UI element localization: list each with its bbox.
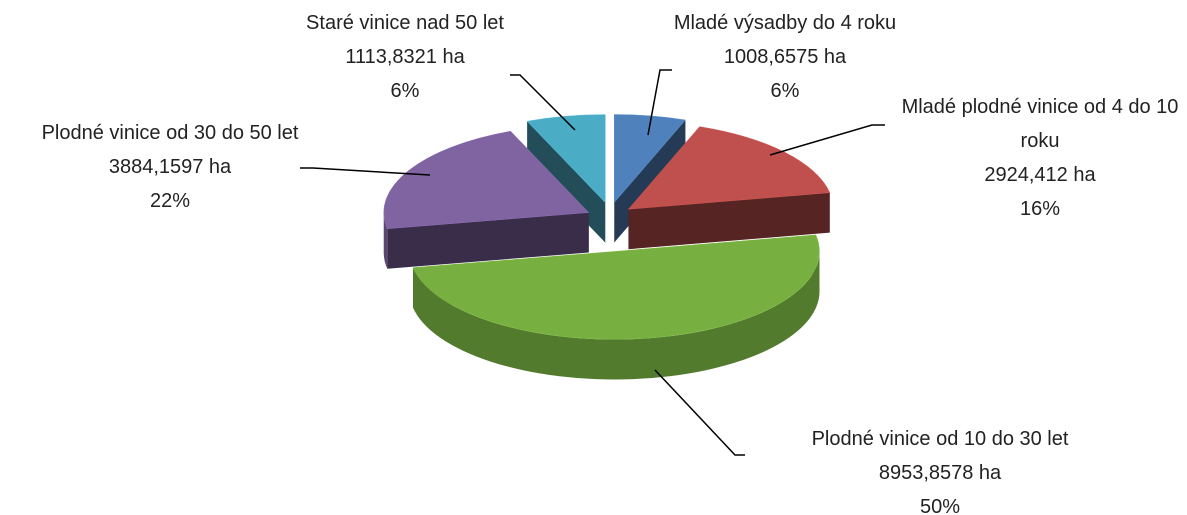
category-label: Plodné vinice od 30 do 50 let [41, 122, 299, 144]
leader-line [510, 74, 576, 131]
pie-slice [627, 126, 831, 210]
leader-line [654, 369, 745, 456]
data-label: Plodné vinice od 10 do 30 let 8953,8578 h… [760, 422, 1120, 515]
pie-cut-face [628, 192, 830, 250]
category-label: Staré vinice nad 50 let [306, 12, 504, 34]
percentage-label: 16% [1019, 198, 1061, 220]
percentage-label: 6% [770, 80, 800, 102]
value-label: 1008,6575 ha [723, 46, 847, 68]
pie-slice [526, 114, 606, 204]
percentage-label: 50% [919, 496, 961, 515]
category-label: Mladé plodné vinice od 4 do 10 roku [901, 96, 1179, 152]
data-label: Mladé plodné vinice od 4 do 10 roku 2924,… [895, 90, 1185, 226]
data-label: Staré vinice nad 50 let 1113,8321 ha 6% [275, 6, 535, 108]
pie-slice [412, 234, 820, 340]
category-label: Mladé výsadby do 4 roku [673, 12, 897, 34]
percentage-label: 22% [149, 190, 191, 212]
value-label: 2924,412 ha [984, 164, 1096, 186]
leader-line [300, 167, 431, 176]
leader-line [769, 124, 885, 156]
category-label: Plodné vinice od 10 do 30 let [811, 428, 1069, 450]
percentage-label: 6% [390, 80, 420, 102]
value-label: 8953,8578 ha [878, 462, 1002, 484]
pie-slice [614, 114, 686, 204]
value-label: 3884,1597 ha [108, 156, 232, 178]
value-label: 1113,8321 ha [345, 46, 465, 68]
data-label: Plodné vinice od 30 do 50 let 3884,1597 h… [5, 116, 335, 218]
pie-cut-face [387, 212, 589, 269]
pie-side [413, 251, 820, 380]
pie-slice [383, 130, 590, 230]
leader-line [647, 69, 672, 136]
data-label: Mladé výsadby do 4 roku 1008,6575 ha 6% [625, 6, 945, 108]
